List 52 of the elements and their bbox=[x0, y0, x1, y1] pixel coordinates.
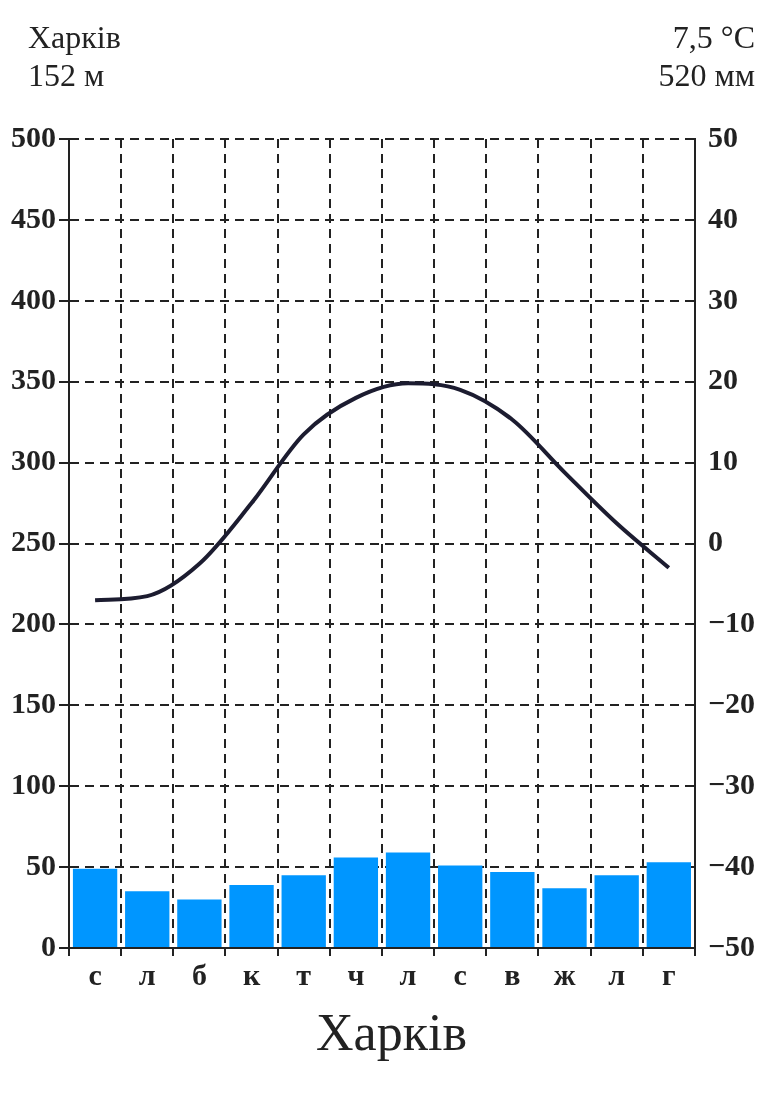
y-tick-label: 50 bbox=[26, 847, 56, 881]
x-tick-label: ж bbox=[553, 957, 576, 991]
y2-tick-label: −50 bbox=[707, 928, 756, 962]
x-tick-label: г bbox=[662, 957, 676, 991]
bar bbox=[333, 857, 379, 947]
y-tick-label: 250 bbox=[11, 524, 56, 558]
x-tick-label: к bbox=[242, 957, 261, 991]
y2-tick-label: 0 bbox=[707, 524, 723, 558]
bar bbox=[125, 891, 170, 947]
y2-tick-label: −40 bbox=[707, 847, 756, 881]
y2-tick-label: 10 bbox=[707, 443, 738, 477]
x-tick-label: л bbox=[608, 957, 626, 991]
x-tick-label: ч bbox=[347, 957, 365, 991]
y2-tick-label: −20 bbox=[707, 686, 756, 720]
bar bbox=[438, 865, 483, 947]
bar bbox=[594, 875, 639, 947]
y-tick-label: 100 bbox=[11, 766, 56, 800]
bar bbox=[542, 888, 587, 947]
y-tick-label: 150 bbox=[11, 686, 56, 720]
x-tick-label: л bbox=[399, 957, 417, 991]
y2-tick-label: 40 bbox=[707, 200, 738, 234]
bar bbox=[229, 884, 274, 947]
x-tick-label: т bbox=[296, 957, 312, 991]
text: Харків bbox=[28, 18, 121, 56]
text: 520 мм bbox=[658, 56, 755, 94]
y2-tick-label: 20 bbox=[707, 362, 738, 396]
y-tick-label: 300 bbox=[11, 443, 56, 477]
y-tick-label: 500 bbox=[11, 119, 56, 153]
x-tick-label: б bbox=[191, 957, 207, 991]
x-tick-label: л bbox=[138, 957, 156, 991]
y2-tick-label: 50 bbox=[707, 119, 738, 153]
y2-tick-label: −10 bbox=[707, 605, 756, 639]
text: 7,5 °C bbox=[671, 18, 755, 56]
bar bbox=[281, 875, 326, 947]
y2-tick-label: −30 bbox=[707, 766, 756, 800]
bar bbox=[72, 868, 118, 947]
bar bbox=[177, 899, 222, 947]
y-tick-label: 400 bbox=[11, 281, 56, 315]
y-tick-label: 350 bbox=[11, 362, 56, 396]
x-tick-label: с bbox=[453, 957, 467, 991]
x-tick-label: в bbox=[504, 957, 521, 991]
bar bbox=[490, 871, 535, 947]
x-tick-label: с bbox=[88, 957, 102, 991]
y2-tick-label: 30 bbox=[707, 281, 738, 315]
bar bbox=[385, 852, 431, 947]
y-tick-label: 200 bbox=[11, 605, 56, 639]
y-tick-label: 0 bbox=[41, 928, 56, 962]
bar bbox=[646, 862, 691, 947]
y-tick-label: 450 bbox=[11, 200, 56, 234]
text: 152 м bbox=[28, 56, 106, 94]
line-series bbox=[93, 381, 671, 603]
text: Харків bbox=[315, 1003, 468, 1062]
